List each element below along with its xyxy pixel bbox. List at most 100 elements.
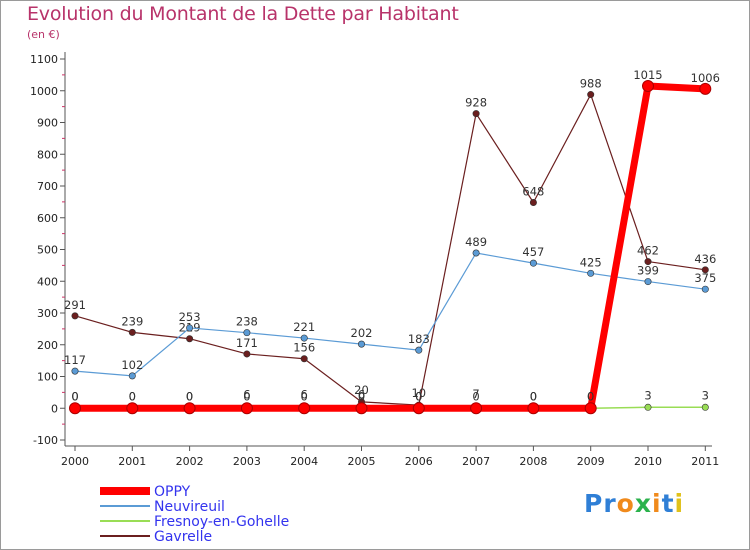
data-point-gavrelle xyxy=(71,312,79,320)
x-tick-label: 2000 xyxy=(61,455,89,468)
data-label-fresnoy-en-gohelle: 0 xyxy=(186,389,193,403)
data-point-neuvireuil xyxy=(243,329,251,337)
proxiti-logo-letter: x xyxy=(634,489,652,518)
data-label-oppy: 0 xyxy=(71,389,78,403)
data-label-fresnoy-en-gohelle: 3 xyxy=(644,388,651,402)
data-point-neuvireuil xyxy=(415,346,423,354)
data-point-neuvireuil xyxy=(644,278,652,286)
data-label-gavrelle: 648 xyxy=(522,185,544,199)
data-label-neuvireuil: 238 xyxy=(236,315,258,329)
data-point-gavrelle xyxy=(644,258,652,266)
series-line-neuvireuil xyxy=(74,252,706,377)
data-point-gavrelle xyxy=(243,350,251,358)
y-tick-label: 100 xyxy=(37,371,58,384)
legend-label-fresnoy-en-gohelle: Fresnoy-en-Gohelle xyxy=(154,514,289,530)
data-label-neuvireuil: 102 xyxy=(121,358,143,372)
data-point-neuvireuil xyxy=(186,324,194,332)
data-label-gavrelle: 436 xyxy=(694,252,716,266)
data-label-oppy: 0 xyxy=(415,389,422,403)
data-label-oppy: 0 xyxy=(301,389,308,403)
data-point-neuvireuil xyxy=(587,269,595,277)
data-label-fresnoy-en-gohelle: 0 xyxy=(129,389,136,403)
x-tick-label: 2004 xyxy=(290,455,318,468)
y-tick-label: -100 xyxy=(33,434,58,447)
data-point-gavrelle xyxy=(300,355,308,363)
data-point-oppy xyxy=(183,402,196,415)
legend-label-neuvireuil: Neuvireuil xyxy=(154,499,225,515)
data-label-gavrelle: 156 xyxy=(293,341,315,355)
data-point-oppy xyxy=(298,402,311,415)
data-point-oppy xyxy=(527,402,540,415)
data-point-fresnoy-en-gohelle xyxy=(644,403,652,411)
data-label-fresnoy-en-gohelle: 3 xyxy=(702,388,709,402)
data-label-oppy: 0 xyxy=(243,389,250,403)
y-tick-label: 900 xyxy=(37,117,58,130)
data-label-neuvireuil: 457 xyxy=(522,245,544,259)
data-point-gavrelle xyxy=(186,335,194,343)
data-point-neuvireuil xyxy=(701,285,709,293)
data-point-oppy xyxy=(470,402,483,415)
data-point-gavrelle xyxy=(587,91,595,99)
data-label-gavrelle: 291 xyxy=(64,298,86,312)
proxiti-logo-letter: r xyxy=(603,489,617,518)
y-tick-label: 600 xyxy=(37,212,58,225)
data-point-neuvireuil xyxy=(128,372,136,380)
series-line-gavrelle xyxy=(74,93,706,406)
x-tick-label: 2005 xyxy=(348,455,376,468)
data-label-gavrelle: 20 xyxy=(354,383,369,397)
chart-unit: (en €) xyxy=(27,28,60,41)
x-tick-label: 2011 xyxy=(691,455,719,468)
data-label-neuvireuil: 425 xyxy=(580,255,602,269)
chart-title: Evolution du Montant de la Dette par Hab… xyxy=(27,3,459,25)
data-label-neuvireuil: 399 xyxy=(637,264,659,278)
data-label-fresnoy-en-gohelle: 0 xyxy=(71,389,78,403)
legend-label-gavrelle: Gavrelle xyxy=(154,529,212,545)
data-point-oppy xyxy=(355,402,368,415)
data-point-oppy xyxy=(699,82,712,95)
data-label-fresnoy-en-gohelle: 6 xyxy=(243,387,250,401)
data-label-neuvireuil: 221 xyxy=(293,320,315,334)
x-tick-label: 2009 xyxy=(577,455,605,468)
data-label-oppy: 0 xyxy=(472,389,479,403)
y-tick-label: 200 xyxy=(37,339,58,352)
x-tick-label: 2006 xyxy=(405,455,433,468)
x-tick-label: 2010 xyxy=(634,455,662,468)
proxiti-logo-letter: i xyxy=(674,489,685,518)
data-point-gavrelle xyxy=(472,110,480,118)
data-label-oppy: 0 xyxy=(587,389,594,403)
data-label-neuvireuil: 202 xyxy=(351,326,373,340)
data-point-oppy xyxy=(412,402,425,415)
data-point-oppy xyxy=(584,402,597,415)
data-point-neuvireuil xyxy=(529,259,537,267)
data-point-oppy xyxy=(642,79,654,92)
y-tick-label: 800 xyxy=(37,148,58,161)
proxiti-logo: Proxiti xyxy=(584,489,684,518)
data-label-gavrelle: 239 xyxy=(121,314,143,328)
data-label-fresnoy-en-gohelle: 7 xyxy=(472,387,479,401)
data-label-neuvireuil: 117 xyxy=(64,353,86,367)
y-tick-label: 1100 xyxy=(30,53,58,66)
x-tick-label: 2001 xyxy=(118,455,146,468)
data-point-neuvireuil xyxy=(71,367,79,375)
data-point-neuvireuil xyxy=(300,334,308,342)
data-point-neuvireuil xyxy=(357,340,365,348)
proxiti-logo-letter: o xyxy=(616,489,635,518)
data-label-oppy: 0 xyxy=(129,389,136,403)
data-point-fresnoy-en-gohelle xyxy=(701,403,709,411)
data-label-gavrelle: 988 xyxy=(580,77,602,91)
data-label-fresnoy-en-gohelle: 6 xyxy=(358,387,365,401)
data-label-fresnoy-en-gohelle: 0 xyxy=(530,389,537,403)
data-label-neuvireuil: 375 xyxy=(694,271,716,285)
series-line-oppy xyxy=(71,82,709,412)
data-label-gavrelle: 462 xyxy=(637,244,659,258)
data-point-gavrelle xyxy=(701,266,709,274)
data-label-oppy: 0 xyxy=(530,389,537,403)
data-label-neuvireuil: 183 xyxy=(408,332,430,346)
y-tick-label: 1000 xyxy=(30,85,58,98)
data-label-neuvireuil: 253 xyxy=(179,310,201,324)
data-point-oppy xyxy=(240,402,253,415)
y-tick-label: 0 xyxy=(51,402,58,415)
data-label-oppy: 0 xyxy=(186,389,193,403)
